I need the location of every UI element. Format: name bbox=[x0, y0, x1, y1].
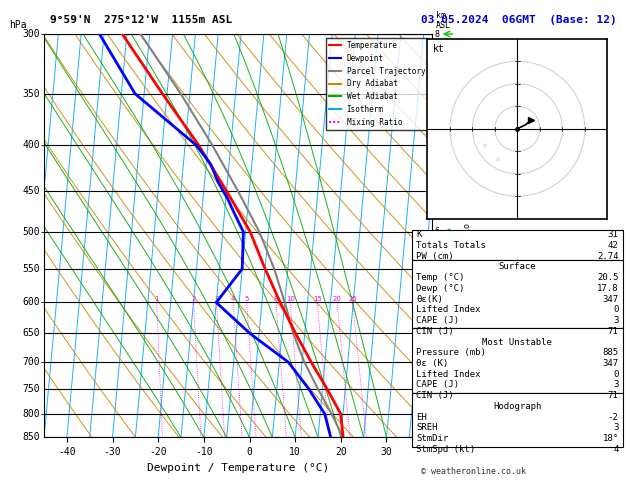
Text: hPa: hPa bbox=[9, 20, 26, 30]
Text: 5: 5 bbox=[434, 298, 439, 307]
Text: Most Unstable: Most Unstable bbox=[482, 338, 552, 347]
Text: Dewp (°C): Dewp (°C) bbox=[416, 284, 465, 293]
Text: Lifted Index: Lifted Index bbox=[416, 370, 481, 379]
Text: Totals Totals: Totals Totals bbox=[416, 241, 486, 250]
Text: 2.74: 2.74 bbox=[597, 252, 618, 260]
Text: CIN (J): CIN (J) bbox=[416, 327, 454, 336]
Text: Mixing Ratio (g/kg): Mixing Ratio (g/kg) bbox=[463, 188, 472, 283]
Text: 450: 450 bbox=[23, 186, 40, 196]
Text: EH: EH bbox=[416, 413, 427, 422]
Text: 4: 4 bbox=[434, 358, 439, 367]
Text: CAPE (J): CAPE (J) bbox=[416, 381, 459, 389]
FancyBboxPatch shape bbox=[412, 230, 623, 260]
Text: 2: 2 bbox=[191, 296, 196, 302]
Text: Pressure (mb): Pressure (mb) bbox=[416, 348, 486, 357]
Text: 800: 800 bbox=[23, 409, 40, 419]
Text: 750: 750 bbox=[23, 384, 40, 394]
FancyBboxPatch shape bbox=[412, 328, 623, 394]
Text: 300: 300 bbox=[23, 29, 40, 39]
FancyBboxPatch shape bbox=[412, 394, 623, 447]
Text: 18°: 18° bbox=[603, 434, 618, 443]
Text: 3: 3 bbox=[613, 316, 618, 325]
Legend: Temperature, Dewpoint, Parcel Trajectory, Dry Adiabat, Wet Adiabat, Isotherm, Mi: Temperature, Dewpoint, Parcel Trajectory… bbox=[326, 38, 428, 130]
Text: K: K bbox=[416, 230, 421, 239]
X-axis label: Dewpoint / Temperature (°C): Dewpoint / Temperature (°C) bbox=[147, 463, 329, 473]
Text: 350: 350 bbox=[23, 89, 40, 99]
Text: 3: 3 bbox=[613, 423, 618, 433]
Text: StmDir: StmDir bbox=[416, 434, 448, 443]
Text: 71: 71 bbox=[608, 391, 618, 400]
Text: 1: 1 bbox=[155, 296, 159, 302]
Text: 6: 6 bbox=[434, 227, 439, 236]
Text: *: * bbox=[495, 157, 501, 167]
Text: © weatheronline.co.uk: © weatheronline.co.uk bbox=[421, 467, 526, 476]
Text: 42: 42 bbox=[608, 241, 618, 250]
Text: 850: 850 bbox=[23, 433, 40, 442]
Text: 03.05.2024  06GMT  (Base: 12): 03.05.2024 06GMT (Base: 12) bbox=[421, 15, 617, 25]
Text: Temp (°C): Temp (°C) bbox=[416, 273, 465, 282]
Text: SREH: SREH bbox=[416, 423, 438, 433]
Text: 7: 7 bbox=[434, 141, 439, 150]
Text: θε(K): θε(K) bbox=[416, 295, 443, 304]
Text: 0: 0 bbox=[613, 370, 618, 379]
Text: 15: 15 bbox=[313, 296, 321, 302]
Text: 347: 347 bbox=[603, 295, 618, 304]
Text: 600: 600 bbox=[23, 297, 40, 308]
Text: kt: kt bbox=[433, 44, 445, 54]
Text: 8: 8 bbox=[434, 30, 439, 38]
Text: *: * bbox=[481, 143, 487, 153]
Text: 9°59'N  275°12'W  1155m ASL: 9°59'N 275°12'W 1155m ASL bbox=[50, 15, 233, 25]
Text: Surface: Surface bbox=[499, 262, 536, 272]
Text: StmSpd (kt): StmSpd (kt) bbox=[416, 445, 476, 454]
Text: CIN (J): CIN (J) bbox=[416, 391, 454, 400]
Text: CAPE (J): CAPE (J) bbox=[416, 316, 459, 325]
Text: -2: -2 bbox=[608, 413, 618, 422]
Text: 10: 10 bbox=[286, 296, 295, 302]
Text: 550: 550 bbox=[23, 264, 40, 274]
Text: 3: 3 bbox=[434, 409, 439, 418]
Text: 885: 885 bbox=[603, 348, 618, 357]
Text: 25: 25 bbox=[348, 296, 357, 302]
Text: 20: 20 bbox=[333, 296, 342, 302]
Text: Hodograph: Hodograph bbox=[493, 402, 542, 411]
Text: 5: 5 bbox=[245, 296, 249, 302]
Text: 400: 400 bbox=[23, 140, 40, 151]
Text: Lifted Index: Lifted Index bbox=[416, 305, 481, 314]
Text: 650: 650 bbox=[23, 329, 40, 338]
Text: 3: 3 bbox=[613, 381, 618, 389]
Text: 71: 71 bbox=[608, 327, 618, 336]
Text: 500: 500 bbox=[23, 227, 40, 237]
Text: 347: 347 bbox=[603, 359, 618, 368]
Text: 2: 2 bbox=[434, 433, 439, 442]
Text: 3: 3 bbox=[214, 296, 219, 302]
Text: 700: 700 bbox=[23, 357, 40, 367]
Text: 0: 0 bbox=[613, 305, 618, 314]
Text: 8: 8 bbox=[274, 296, 278, 302]
Text: PW (cm): PW (cm) bbox=[416, 252, 454, 260]
Text: 31: 31 bbox=[608, 230, 618, 239]
FancyBboxPatch shape bbox=[412, 260, 623, 328]
Text: km
ASL: km ASL bbox=[436, 11, 451, 30]
Text: 20.5: 20.5 bbox=[597, 273, 618, 282]
Text: 4: 4 bbox=[613, 445, 618, 454]
Text: 4: 4 bbox=[231, 296, 235, 302]
Text: 17.8: 17.8 bbox=[597, 284, 618, 293]
Text: θε (K): θε (K) bbox=[416, 359, 448, 368]
